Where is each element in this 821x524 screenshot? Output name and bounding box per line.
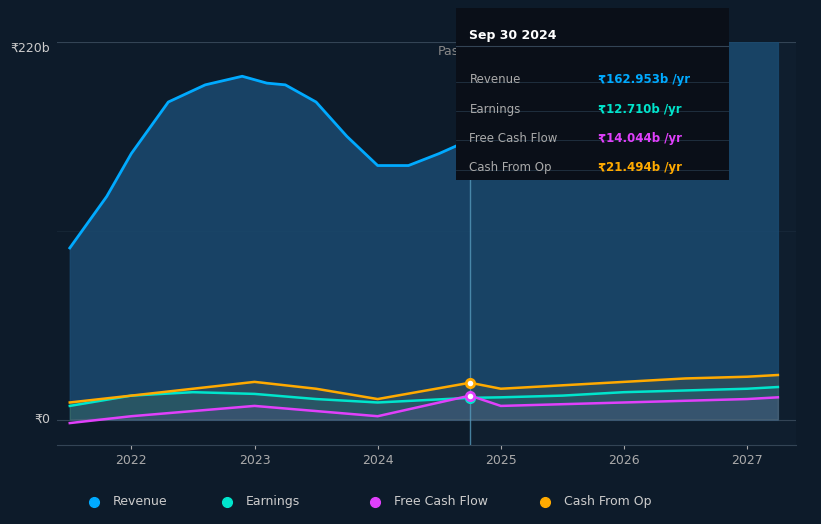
Bar xyxy=(470,42,796,445)
Text: Analysts Forecasts: Analysts Forecasts xyxy=(476,46,593,58)
Text: Earnings: Earnings xyxy=(470,103,521,116)
Text: ₹220b: ₹220b xyxy=(11,42,50,55)
Text: ₹14.044b /yr: ₹14.044b /yr xyxy=(598,132,682,145)
Text: Free Cash Flow: Free Cash Flow xyxy=(470,132,557,145)
Text: Sep 30 2024: Sep 30 2024 xyxy=(470,29,557,42)
Text: Revenue: Revenue xyxy=(470,73,521,86)
Text: Free Cash Flow: Free Cash Flow xyxy=(394,495,488,508)
Text: Earnings: Earnings xyxy=(246,495,300,508)
Text: Cash From Op: Cash From Op xyxy=(470,161,552,174)
Text: ₹0: ₹0 xyxy=(34,413,50,426)
Text: Cash From Op: Cash From Op xyxy=(564,495,651,508)
Text: ₹162.953b /yr: ₹162.953b /yr xyxy=(598,73,690,86)
Text: ₹12.710b /yr: ₹12.710b /yr xyxy=(598,103,681,116)
Text: Past: Past xyxy=(438,46,464,58)
Text: ₹21.494b /yr: ₹21.494b /yr xyxy=(598,161,682,174)
Text: Revenue: Revenue xyxy=(113,495,167,508)
